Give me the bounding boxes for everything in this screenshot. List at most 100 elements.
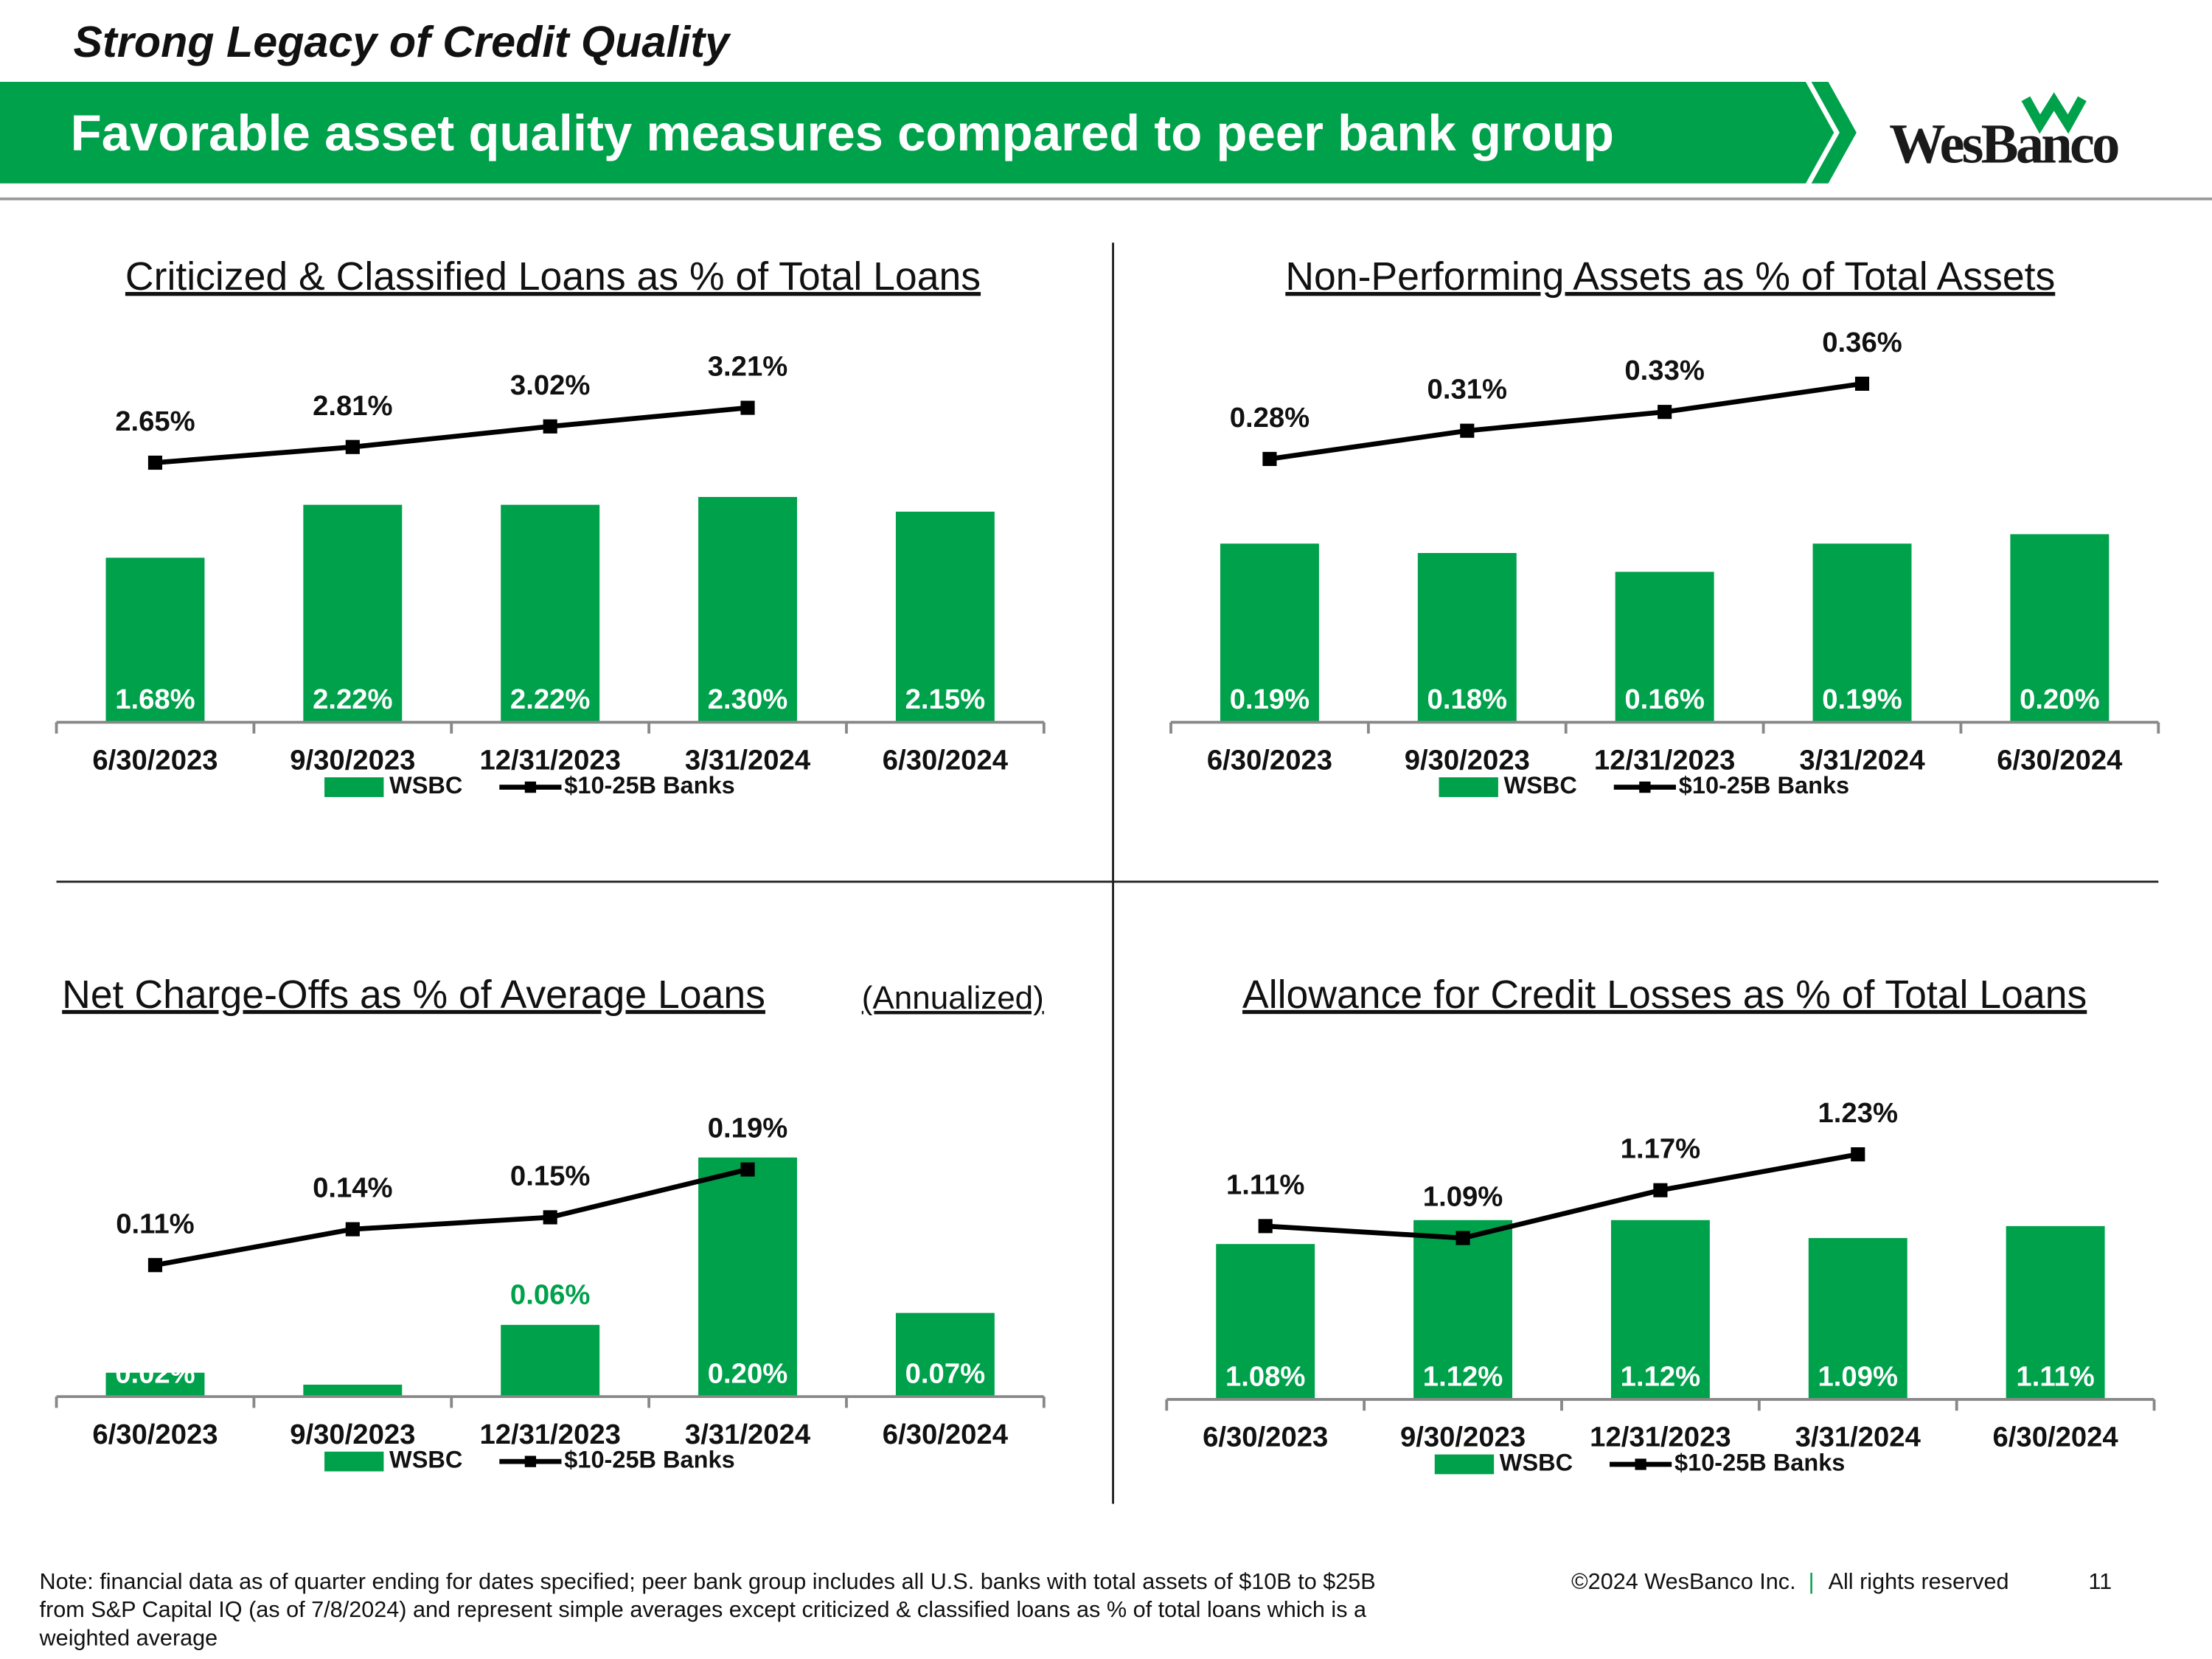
line-value-label: 3.02%: [510, 369, 590, 401]
bar: [895, 1312, 995, 1397]
title-banner: [0, 81, 1834, 184]
line-value-label: 0.15%: [510, 1160, 590, 1192]
line-marker: [1854, 376, 1870, 391]
x-tick-label: 6/30/2024: [883, 1419, 1009, 1450]
bar-value-label: 1.12%: [1621, 1360, 1700, 1392]
x-tick-label: 3/31/2024: [1799, 744, 1925, 776]
line-value-label: 0.19%: [708, 1113, 787, 1144]
bar-value-label: 1.11%: [2016, 1360, 2094, 1392]
line-value-label: 1.11%: [1226, 1169, 1304, 1200]
bar: [1610, 1220, 1710, 1399]
line-value-label: 0.14%: [313, 1172, 392, 1204]
bar-value-label: 0.20%: [2020, 684, 2099, 715]
legend-swatch: [1639, 781, 1651, 793]
legend-label: $10-25B Banks: [564, 772, 734, 799]
bar: [895, 511, 995, 723]
bar-value-label: 1.12%: [1423, 1360, 1503, 1392]
bar: [105, 557, 205, 723]
line-value-label: 2.81%: [313, 390, 392, 422]
line-marker: [543, 419, 557, 434]
x-tick-label: 3/31/2024: [685, 744, 811, 776]
separator: |: [1809, 1569, 1815, 1594]
bar-value-label: 1.09%: [1818, 1360, 1898, 1392]
x-tick-label: 12/31/2023: [479, 1419, 620, 1450]
bar-value-label: 0.16%: [1624, 684, 1704, 715]
x-tick-label: 3/31/2024: [1795, 1422, 1921, 1453]
bar-value-label: 0.06%: [510, 1279, 590, 1311]
line-series: [1265, 1152, 1859, 1241]
legend-swatch: [1434, 1454, 1495, 1475]
line-value-label: 0.36%: [1822, 327, 1902, 358]
line-marker: [1851, 1147, 1865, 1162]
bar: [1417, 553, 1517, 723]
chart-title: Allowance for Credit Losses as % of Tota…: [1242, 973, 2087, 1017]
x-tick-label: 6/30/2023: [92, 744, 218, 776]
line-marker: [345, 1222, 360, 1237]
bar: [1216, 1244, 1315, 1399]
x-tick-label: 6/30/2023: [1207, 744, 1332, 776]
line-value-label: 0.28%: [1230, 402, 1310, 434]
legend-label: WSBC: [1504, 772, 1577, 799]
bar: [1808, 1238, 1907, 1399]
line-value-label: 0.31%: [1427, 374, 1507, 406]
bar: [2006, 1225, 2105, 1399]
bar: [1413, 1220, 1513, 1399]
bar: [1615, 571, 1714, 723]
legend-swatch: [1635, 1458, 1646, 1470]
line-marker: [740, 1162, 755, 1177]
bar: [1812, 543, 1912, 723]
line-value-label: 1.17%: [1621, 1133, 1700, 1165]
line-value-label: 3.21%: [708, 351, 787, 383]
line-value-label: 2.65%: [115, 406, 195, 437]
legend-label: WSBC: [1500, 1450, 1573, 1476]
legend-swatch: [1439, 777, 1498, 797]
legend-label: $10-25B Banks: [1679, 772, 1849, 799]
line-series: [155, 405, 748, 465]
x-tick-label: 9/30/2023: [290, 1419, 415, 1450]
x-tick-label: 3/31/2024: [685, 1419, 811, 1450]
legend-swatch: [324, 777, 384, 797]
bar: [501, 1324, 600, 1397]
x-tick-label: 12/31/2023: [479, 744, 620, 776]
bar-value-label: 1.68%: [115, 684, 195, 715]
banner-chevron: [1811, 81, 1857, 184]
bar: [501, 504, 600, 723]
line-value-label: 1.09%: [1423, 1181, 1503, 1213]
line-marker: [147, 455, 163, 470]
bar-value-label: 0.20%: [708, 1358, 787, 1390]
bar-value-label: 2.15%: [905, 684, 985, 715]
bar-value-label: 0.07%: [905, 1358, 985, 1390]
legend-label: $10-25B Banks: [564, 1447, 734, 1473]
x-tick-label: 6/30/2023: [1203, 1422, 1328, 1453]
line-marker: [1658, 405, 1672, 420]
chart-title: Criticized & Classified Loans as % of To…: [125, 255, 981, 299]
slide-title: Favorable asset quality measures compare…: [71, 105, 1614, 161]
line-marker: [1262, 451, 1277, 467]
legend-label: $10-25B Banks: [1674, 1450, 1845, 1476]
bar: [698, 1157, 797, 1397]
x-tick-label: 9/30/2023: [290, 744, 415, 776]
footnote: from S&P Capital IQ (as of 7/8/2024) and…: [40, 1597, 1367, 1622]
footnote: Note: financial data as of quarter endin…: [40, 1569, 1376, 1594]
bar-value-label: 0.18%: [1427, 684, 1507, 715]
legend-swatch: [524, 1455, 537, 1467]
bar: [303, 1384, 403, 1397]
bar-value-label: 1.08%: [1225, 1360, 1305, 1392]
bar-value-label: 0.19%: [1822, 684, 1902, 715]
line-value-label: 0.11%: [116, 1208, 194, 1239]
bar: [2010, 534, 2110, 723]
x-tick-label: 12/31/2023: [1594, 744, 1735, 776]
logo-mark: [2021, 92, 2087, 134]
line-marker: [345, 439, 360, 454]
rights: All rights reserved: [1829, 1569, 2009, 1594]
x-tick-label: 6/30/2024: [1993, 1422, 2119, 1453]
chart-title: Net Charge-Offs as % of Average Loans: [62, 973, 765, 1017]
legend-swatch: [524, 781, 537, 793]
line-marker: [147, 1258, 163, 1273]
slide-subtitle: Strong Legacy of Credit Quality: [73, 17, 731, 66]
page-number: 11: [2088, 1569, 2112, 1594]
bar-value-label: 2.22%: [510, 684, 590, 715]
legend-swatch: [324, 1451, 384, 1472]
line-marker: [543, 1210, 557, 1225]
